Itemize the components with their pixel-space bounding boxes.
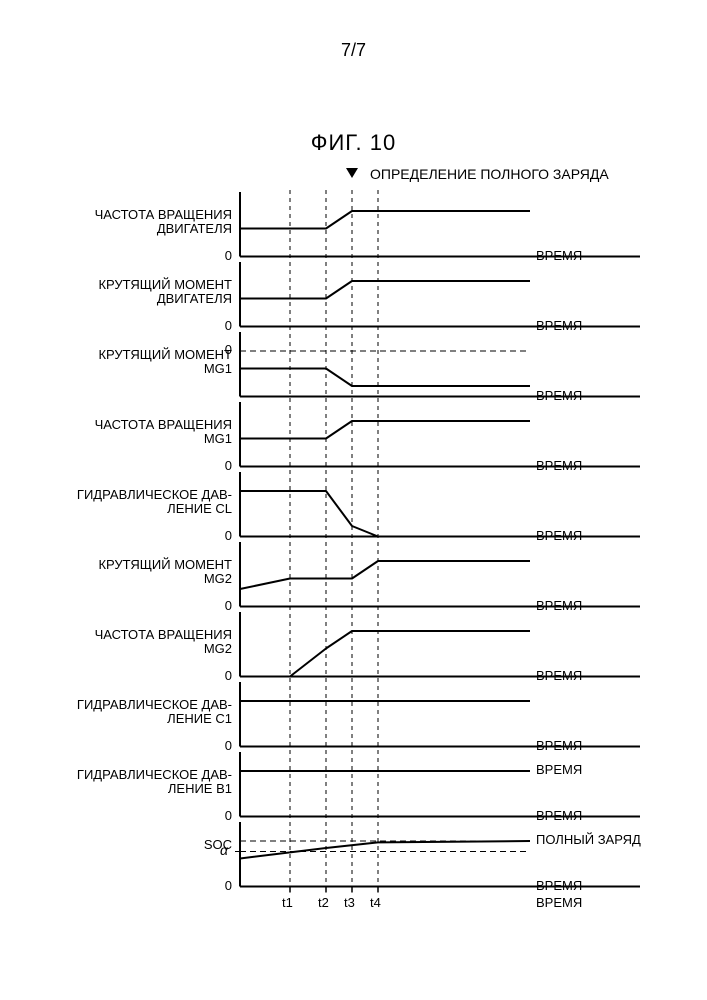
time-axis-label: ВРЕМЯ bbox=[536, 878, 582, 893]
zero-label: 0 bbox=[225, 598, 232, 613]
zero-label: 0 bbox=[225, 248, 232, 263]
zero-label: 0 bbox=[225, 458, 232, 473]
zero-label: 0 bbox=[225, 878, 232, 893]
row-label: SOC bbox=[204, 838, 232, 853]
time-axis-label: ВРЕМЯ bbox=[536, 808, 582, 823]
time-axis-label: ВРЕМЯ bbox=[536, 762, 582, 777]
full-charge-label: ПОЛНЫЙ ЗАРЯД bbox=[536, 832, 641, 847]
row-label: ЧАСТОТА ВРАЩЕНИЯ ДВИГАТЕЛЯ bbox=[95, 208, 232, 238]
zero-label: 0 bbox=[225, 668, 232, 683]
tick-label: t4 bbox=[370, 895, 381, 910]
zero-label: 0 bbox=[225, 738, 232, 753]
time-axis-label: ВРЕМЯ bbox=[536, 895, 582, 910]
tick-label: t1 bbox=[282, 895, 293, 910]
time-axis-label: ВРЕМЯ bbox=[536, 738, 582, 753]
tick-label: t2 bbox=[318, 895, 329, 910]
row-label: ЧАСТОТА ВРАЩЕНИЯ MG1 bbox=[95, 418, 232, 448]
time-axis-label: ВРЕМЯ bbox=[536, 528, 582, 543]
zero-label: 0 bbox=[225, 318, 232, 333]
row-label: КРУТЯЩИЙ МОМЕНТ MG2 bbox=[98, 558, 232, 588]
time-axis-label: ВРЕМЯ bbox=[536, 248, 582, 263]
time-axis-label: ВРЕМЯ bbox=[536, 598, 582, 613]
time-axis-label: ВРЕМЯ bbox=[536, 668, 582, 683]
time-axis-label: ВРЕМЯ bbox=[536, 388, 582, 403]
time-axis-label: ВРЕМЯ bbox=[536, 318, 582, 333]
zero-label: 0 bbox=[225, 342, 232, 357]
row-label: ГИДРАВЛИЧЕСКОЕ ДАВ- ЛЕНИЕ B1 bbox=[77, 768, 232, 798]
zero-label: 0 bbox=[225, 808, 232, 823]
row-label: ЧАСТОТА ВРАЩЕНИЯ MG2 bbox=[95, 628, 232, 658]
row-label: КРУТЯЩИЙ МОМЕНТ ДВИГАТЕЛЯ bbox=[98, 278, 232, 308]
zero-label: 0 bbox=[225, 528, 232, 543]
row-label: ГИДРАВЛИЧЕСКОЕ ДАВ- ЛЕНИЕ C1 bbox=[77, 698, 232, 728]
row-label: ГИДРАВЛИЧЕСКОЕ ДАВ- ЛЕНИЕ CL bbox=[77, 488, 232, 518]
tick-label: t3 bbox=[344, 895, 355, 910]
time-axis-label: ВРЕМЯ bbox=[536, 458, 582, 473]
row-label: КРУТЯЩИЙ МОМЕНТ MG1 bbox=[98, 348, 232, 378]
